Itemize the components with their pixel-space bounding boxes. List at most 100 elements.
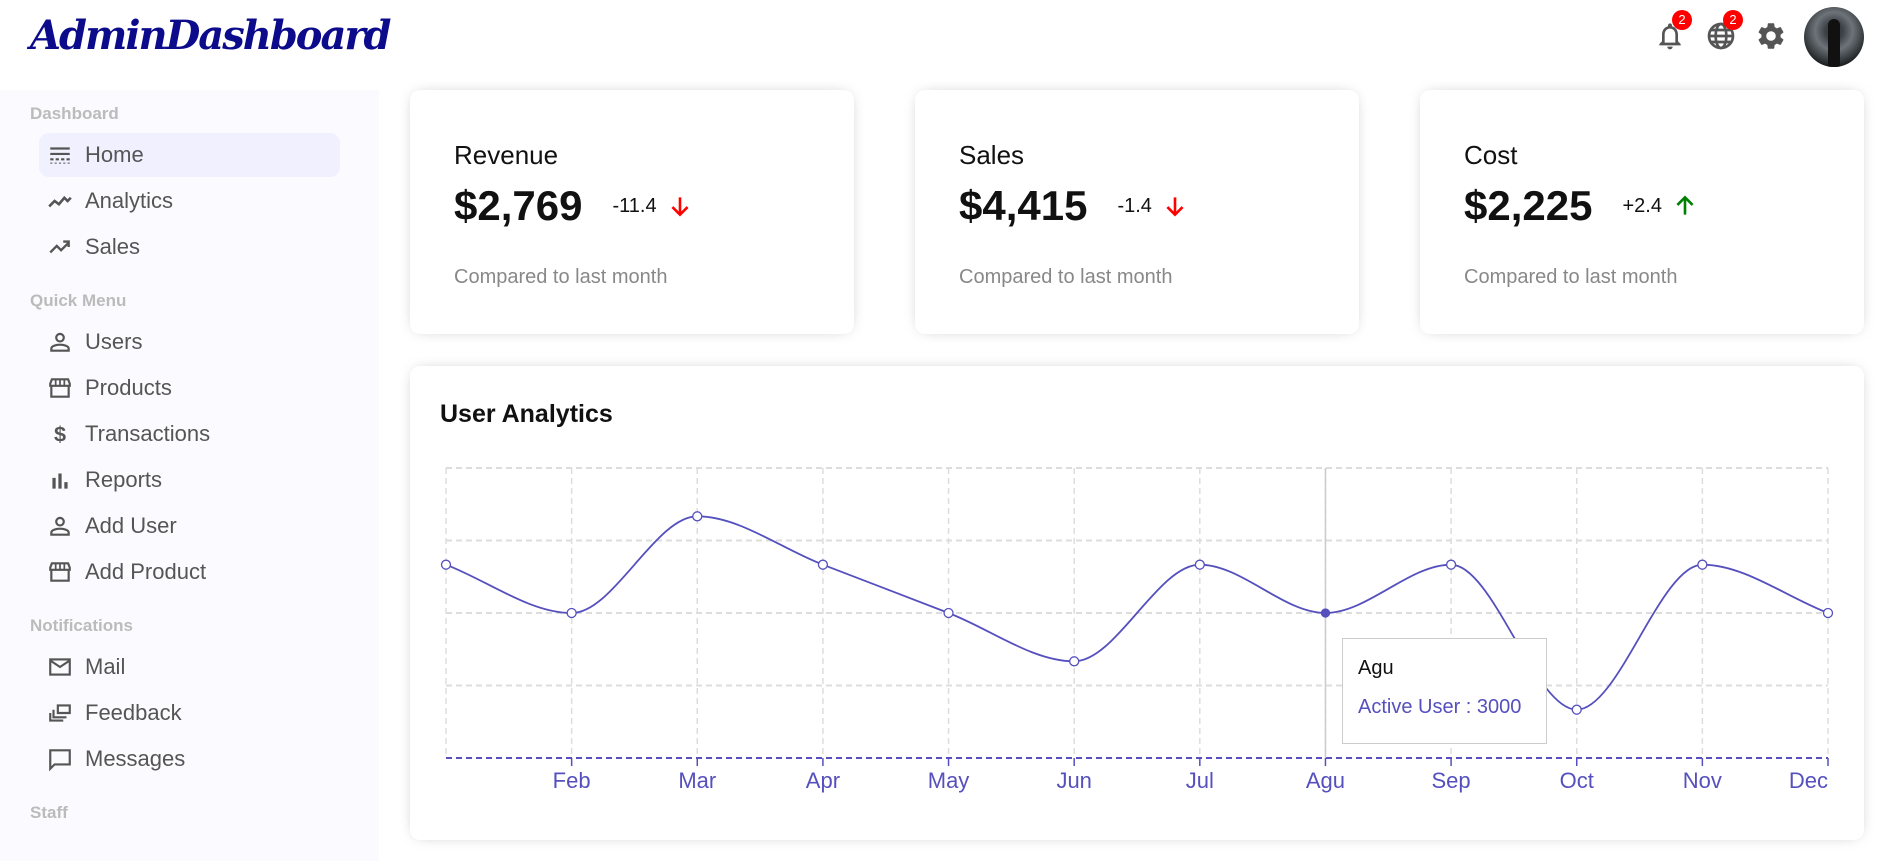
featured-title: Cost (1464, 140, 1518, 170)
featured-rate: -1.4 (1117, 193, 1187, 219)
chart-tooltip: Agu Active User : 3000 (1342, 638, 1547, 744)
sidebar-section-title: Dashboard (30, 104, 119, 123)
language-badge: 2 (1723, 10, 1743, 30)
featured-subtitle: Compared to last month (959, 266, 1173, 288)
bell-icon (1659, 23, 1681, 50)
x-tick-label: Agu (1306, 768, 1345, 793)
x-tick-label: Mar (678, 768, 716, 793)
sidebar-item-label: Reports (85, 467, 163, 492)
bar-chart-icon (52, 473, 68, 489)
x-tick-label: Jul (1186, 768, 1214, 793)
sidebar-item-analytics[interactable]: Analytics (39, 179, 340, 223)
tooltip-label: Agu (1358, 657, 1394, 679)
x-tick-label: Feb (553, 768, 591, 793)
sidebar-item-label: Home (85, 142, 144, 167)
arrow-downward-icon (1166, 197, 1184, 217)
x-tick-label: Jun (1056, 768, 1091, 793)
featured-card-sales: Sales $4,415 -1.4 Compared to last month (915, 90, 1359, 334)
x-tick-label: Oct (1560, 768, 1594, 793)
logo[interactable]: AdminDashboard (30, 12, 391, 59)
sidebar-item-users[interactable]: Users (39, 320, 340, 364)
dollar-icon: $ (54, 422, 66, 447)
featured-money: $2,769 (454, 182, 583, 229)
rate-value: -11.4 (612, 194, 657, 217)
featured-money: $2,225 (1464, 182, 1593, 229)
line-style-icon (50, 147, 70, 164)
user-analytics-chart-card: User Analytics (410, 366, 1864, 840)
sidebar-section-title: Notifications (30, 616, 133, 635)
data-point-apr (817, 559, 829, 570)
globe-icon (1707, 22, 1735, 50)
featured-card-revenue: Revenue $2,769 -11.4 Compared to last mo… (410, 90, 854, 334)
arrow-downward-icon (671, 197, 689, 217)
mail-icon (49, 658, 71, 676)
sidebar-section-title: Staff (30, 803, 68, 822)
active-user-line (445, 515, 1829, 711)
data-point-jan (440, 559, 452, 570)
sidebar-item-feedback[interactable]: Feedback (39, 691, 340, 735)
arrow-upward-icon (1676, 195, 1694, 215)
featured-subtitle: Compared to last month (1464, 266, 1678, 288)
sidebar-item-label: Transactions (85, 421, 211, 446)
data-point-jun (1069, 656, 1080, 667)
person-icon (50, 516, 70, 536)
sidebar-item-label: Sales (85, 234, 141, 259)
tooltip-value: Active User : 3000 (1358, 696, 1522, 718)
sidebar-item-add-product[interactable]: Add Product (39, 550, 340, 594)
x-tick-label: Nov (1683, 768, 1722, 793)
rate-value: +2.4 (1622, 194, 1662, 217)
data-point-jul (1194, 559, 1205, 570)
sidebar-item-label: Products (85, 375, 172, 400)
sidebar-item-transactions[interactable]: $ Transactions (39, 412, 340, 456)
data-point-nov (1697, 559, 1708, 570)
x-tick-label: Sep (1432, 768, 1471, 793)
sidebar-item-home[interactable]: Home (39, 133, 340, 177)
featured-title: Revenue (454, 140, 559, 170)
feedback-icon (49, 704, 71, 722)
sidebar-item-sales[interactable]: Sales (39, 225, 340, 269)
data-point-feb (566, 607, 577, 619)
featured-rate: -11.4 (612, 193, 692, 219)
user-avatar[interactable] (1804, 7, 1864, 67)
featured-money-row: $4,415 -1.4 (959, 182, 1188, 230)
x-tick-label: May (928, 768, 970, 793)
sidebar-item-mail[interactable]: Mail (39, 645, 340, 689)
language-button[interactable]: 2 (1705, 10, 1743, 52)
sidebar-item-label: Add Product (85, 559, 207, 584)
rate-value: -1.4 (1117, 194, 1152, 217)
sidebar-item-label: Messages (85, 746, 186, 771)
chat-icon (49, 749, 71, 772)
sidebar-item-reports[interactable]: Reports (39, 458, 340, 502)
sidebar-item-add-user[interactable]: Add User (39, 504, 340, 548)
featured-subtitle: Compared to last month (454, 266, 668, 288)
settings-button[interactable] (1755, 20, 1787, 52)
data-point-oct (1571, 704, 1582, 715)
gear-icon (1758, 23, 1784, 49)
svg-text:$: $ (54, 422, 66, 447)
x-tick-label: Dec (1789, 768, 1828, 793)
featured-money-row: $2,769 -11.4 (454, 182, 693, 230)
sidebar-item-products[interactable]: Products (39, 366, 340, 410)
x-tick-label: Apr (806, 768, 840, 793)
storefront-icon (49, 378, 71, 398)
sidebar-item-label: Feedback (85, 700, 182, 725)
person-icon (50, 332, 70, 352)
sidebar-section-title: Quick Menu (30, 291, 127, 310)
featured-title: Sales (959, 140, 1025, 170)
data-point-mar (692, 511, 703, 522)
notifications-button[interactable]: 2 (1654, 10, 1692, 52)
sidebar-item-label: Mail (85, 654, 126, 679)
top-bar: AdminDashboard 2 2 (0, 0, 1892, 90)
sidebar-item-label: Users (85, 329, 143, 354)
sidebar-item-messages[interactable]: Messages (39, 737, 340, 781)
trending-up-icon (49, 240, 70, 254)
data-point-agu (1320, 608, 1331, 618)
sidebar: Dashboard Home Analytics Sales Quick Menu Use… (0, 90, 379, 861)
data-point-sep (1445, 559, 1457, 570)
data-point-may (943, 607, 954, 619)
featured-money: $4,415 (959, 182, 1088, 229)
timeline-icon (48, 195, 72, 208)
notification-badge: 2 (1672, 10, 1692, 30)
chart-title: User Analytics (440, 400, 613, 428)
